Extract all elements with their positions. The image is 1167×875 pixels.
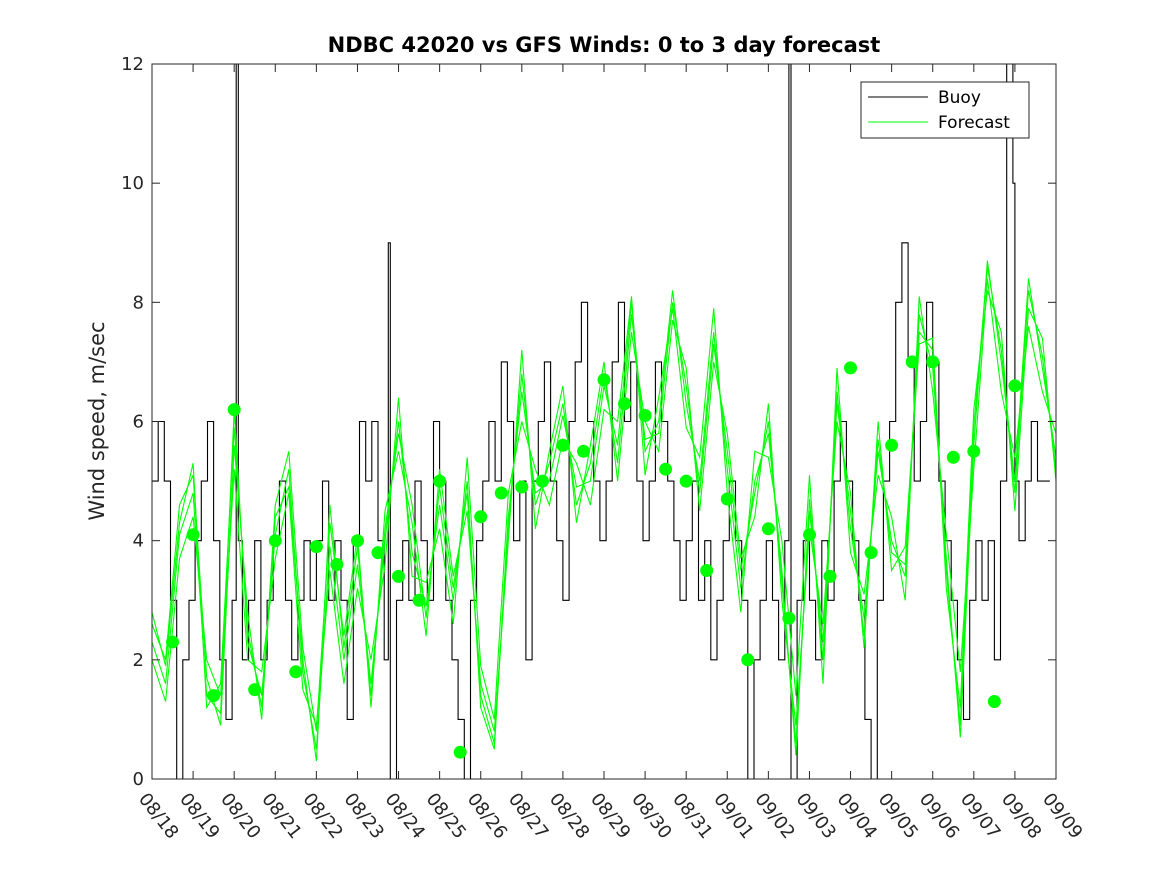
forecast-point: [535, 474, 549, 488]
forecast-point: [926, 355, 940, 369]
forecast-point: [207, 689, 221, 703]
forecast-point: [803, 528, 816, 542]
forecast-line-2: [151, 290, 1057, 732]
y-tick-label: 0: [133, 769, 144, 790]
forecast-point: [371, 546, 385, 560]
forecast-point: [720, 492, 734, 506]
forecast-point: [392, 569, 405, 583]
forecast-point: [494, 486, 508, 500]
forecast-point: [844, 361, 857, 375]
forecast-point: [268, 534, 282, 548]
forecast-point: [166, 635, 179, 649]
forecast-point: [515, 480, 529, 494]
forecast-point: [433, 474, 447, 488]
forecast-point: [761, 522, 775, 536]
forecast-point: [946, 450, 960, 464]
forecast-point: [618, 397, 631, 411]
forecast-point: [782, 611, 796, 625]
legend-label-forecast: Forecast: [938, 113, 1010, 133]
forecast-point: [577, 444, 590, 458]
forecast-point: [453, 745, 467, 759]
forecast-point: [597, 373, 611, 387]
y-tick-label: 6: [133, 412, 144, 433]
forecast-point: [1008, 379, 1022, 393]
forecast-point: [885, 438, 899, 452]
y-axis-label: Wind speed, m/sec: [85, 321, 109, 520]
forecast-point: [659, 462, 673, 476]
y-tick-label: 2: [133, 650, 144, 671]
forecast-point: [638, 409, 652, 422]
forecast-line-3: [151, 278, 1057, 726]
forecast-point: [412, 593, 426, 607]
forecast-point: [289, 665, 303, 679]
forecast-point: [905, 355, 919, 369]
forecast-point: [823, 569, 837, 583]
forecast-point: [987, 695, 1001, 708]
forecast-point: [248, 683, 262, 697]
forecast-point: [864, 546, 878, 560]
legend-box: [860, 81, 1030, 139]
forecast-point: [967, 444, 981, 458]
forecast-point: [351, 534, 364, 548]
y-tick-label: 10: [121, 173, 144, 194]
forecast-point: [556, 438, 570, 452]
forecast-point: [700, 564, 714, 577]
analysis-markers: [166, 355, 1022, 759]
forecast-point: [679, 474, 693, 488]
forecast-point: [741, 653, 755, 667]
y-tick-label: 4: [133, 531, 144, 552]
forecast-point: [227, 403, 241, 417]
y-tick-label: 8: [133, 292, 144, 313]
forecast-point: [474, 510, 488, 524]
forecast-point: [330, 558, 344, 571]
forecast-point: [186, 528, 200, 542]
y-axis-ticks: 0 2 4 6 8 10 12: [121, 54, 1056, 790]
forecast-point: [309, 540, 323, 554]
chart-title: NDBC 42020 vs GFS Winds: 0 to 3 day fore…: [328, 33, 881, 57]
legend-label-buoy: Buoy: [938, 88, 981, 108]
legend: Buoy Forecast: [860, 81, 1030, 139]
y-tick-label: 12: [121, 54, 144, 75]
